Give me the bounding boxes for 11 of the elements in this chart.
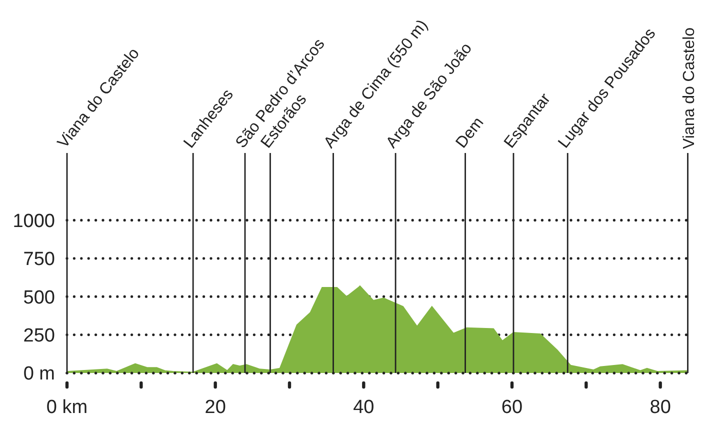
x-tick-label: 60 — [501, 397, 523, 418]
x-tick-label: 40 — [353, 397, 374, 418]
ref-line-label: Viana do Castelo — [680, 27, 698, 149]
y-tick-label: 0 m — [23, 364, 55, 385]
y-tick-label: 500 — [23, 287, 55, 308]
x-tick-label: 80 — [650, 397, 671, 418]
y-tick-label: 1000 — [12, 210, 55, 232]
x-tick-label: 0 km — [46, 397, 88, 418]
y-tick-label: 750 — [23, 249, 55, 270]
y-tick-label: 250 — [23, 326, 55, 347]
x-tick-label: 20 — [204, 397, 226, 418]
